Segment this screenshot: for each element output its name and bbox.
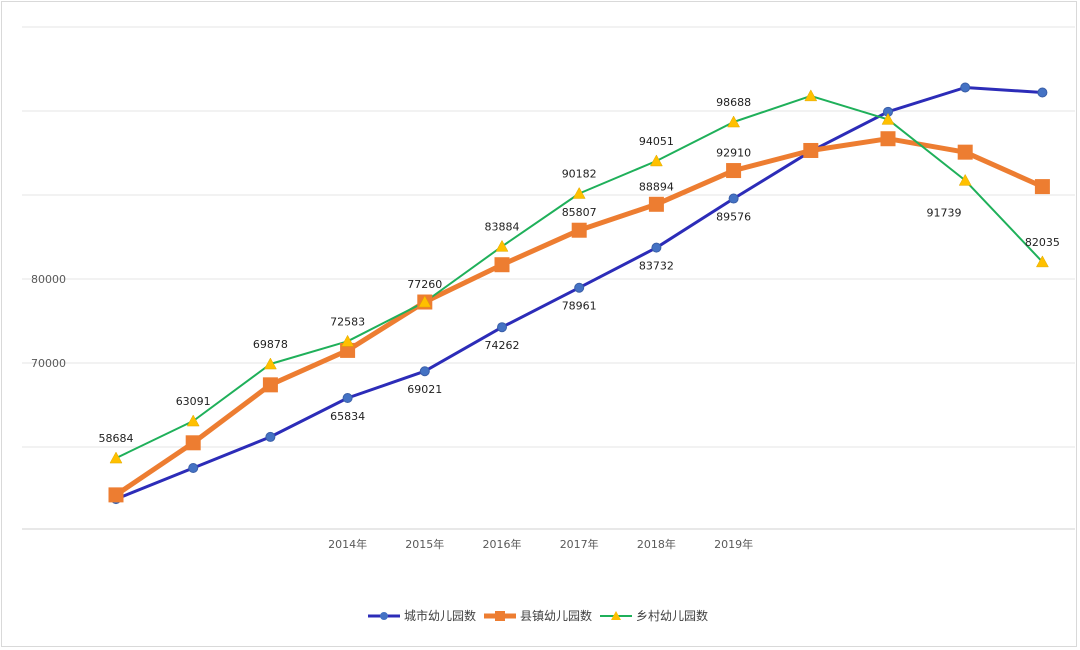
data-label: 98688 xyxy=(716,96,751,109)
x-tick-label: 2018年 xyxy=(637,537,676,551)
point-marker xyxy=(1037,87,1048,98)
data-label: 89576 xyxy=(716,211,751,224)
point-marker xyxy=(263,357,277,370)
data-label: 82035 xyxy=(1025,236,1060,249)
data-label: 77260 xyxy=(407,278,442,291)
point-marker xyxy=(419,366,430,377)
point-marker xyxy=(262,377,278,393)
series-line-2 xyxy=(115,94,1044,460)
point-marker xyxy=(958,173,972,186)
point-marker xyxy=(341,334,355,347)
data-label: 92910 xyxy=(716,147,751,160)
legend-label: 城市幼儿园数 xyxy=(404,608,476,623)
point-marker xyxy=(727,115,741,128)
data-label: 91739 xyxy=(927,206,962,219)
series-layer xyxy=(108,82,1050,505)
point-marker xyxy=(957,144,973,160)
point-marker xyxy=(960,82,971,93)
x-tick-label: 2017年 xyxy=(560,537,599,551)
point-marker xyxy=(1034,179,1050,195)
point-marker xyxy=(648,196,664,212)
point-marker xyxy=(880,131,896,147)
data-label: 78961 xyxy=(562,300,597,313)
x-tick-label: 2014年 xyxy=(328,537,367,551)
data-label: 88894 xyxy=(639,180,674,193)
x-tick-label: 2015年 xyxy=(405,537,444,551)
data-label: 74262 xyxy=(485,339,520,352)
x-tick-label: 2019年 xyxy=(714,537,753,551)
point-marker xyxy=(728,193,739,204)
data-labels: 65834 69021 74262 78961 83732 89576 77260 85807… xyxy=(99,96,1060,445)
point-marker xyxy=(109,451,123,464)
data-label: 65834 xyxy=(330,410,365,423)
legend-label: 县镇幼儿园数 xyxy=(520,608,592,623)
point-marker xyxy=(185,435,201,451)
data-label: 83732 xyxy=(639,260,674,273)
legend-marker xyxy=(495,611,505,621)
point-marker xyxy=(342,392,353,403)
point-marker xyxy=(418,295,432,308)
point-marker xyxy=(574,282,585,293)
legend-marker xyxy=(611,611,621,620)
point-marker xyxy=(497,322,507,333)
legend-label: 乡村幼儿园数 xyxy=(636,608,708,623)
data-label: 85807 xyxy=(562,206,597,219)
data-label: 69878 xyxy=(253,338,288,351)
point-marker xyxy=(188,463,199,473)
point-marker xyxy=(495,239,509,252)
point-marker xyxy=(649,154,663,167)
data-label: 83884 xyxy=(485,220,520,233)
data-label: 72583 xyxy=(330,315,365,328)
x-axis: 2014年 2015年 2016年 2017年 2018年 2019年 xyxy=(328,537,753,551)
legend-marker xyxy=(380,612,388,620)
point-marker xyxy=(340,342,356,358)
data-label: 58684 xyxy=(99,432,134,445)
y-axis: 70000 80000 xyxy=(31,273,66,370)
y-tick-label: 80000 xyxy=(31,273,66,286)
data-label: 90182 xyxy=(562,167,597,180)
legend: 城市幼儿园数 县镇幼儿园数 乡村幼儿园数 xyxy=(368,608,708,623)
point-marker xyxy=(1035,255,1049,268)
point-marker xyxy=(804,89,818,102)
point-marker xyxy=(494,257,510,273)
point-marker xyxy=(881,112,895,125)
y-tick-label: 70000 xyxy=(31,357,66,370)
point-marker xyxy=(572,186,586,199)
point-marker xyxy=(803,142,819,158)
x-tick-label: 2016年 xyxy=(483,537,522,551)
point-marker xyxy=(108,487,124,503)
point-marker xyxy=(265,431,276,442)
data-label: 63091 xyxy=(176,395,211,408)
series-line-0 xyxy=(115,86,1043,501)
point-marker xyxy=(651,242,662,253)
point-marker xyxy=(186,414,200,427)
point-marker xyxy=(571,222,587,238)
data-label: 69021 xyxy=(407,383,442,396)
point-marker xyxy=(726,163,742,179)
data-label: 94051 xyxy=(639,135,674,148)
